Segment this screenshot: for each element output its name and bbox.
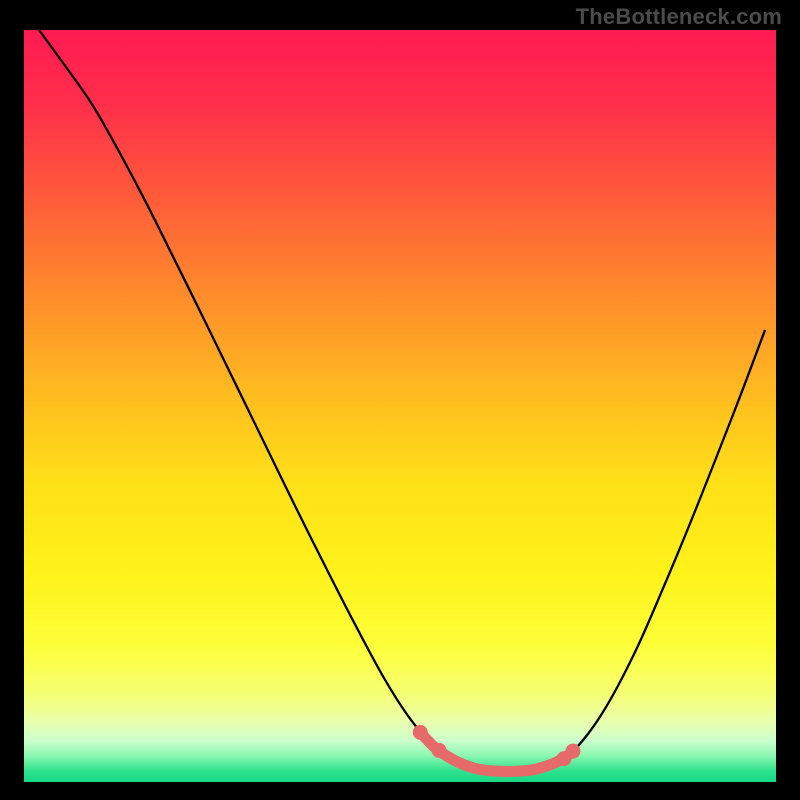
frame-right — [776, 0, 800, 800]
optimal-dot — [413, 725, 428, 740]
plot-gradient-background — [24, 30, 776, 782]
watermark-text: TheBottleneck.com — [576, 4, 782, 30]
chart-stage: TheBottleneck.com — [0, 0, 800, 800]
frame-bottom — [0, 782, 800, 800]
optimal-dot — [432, 743, 447, 758]
optimal-dot — [565, 744, 580, 759]
frame-left — [0, 0, 24, 800]
bottleneck-curve-chart — [0, 0, 800, 800]
